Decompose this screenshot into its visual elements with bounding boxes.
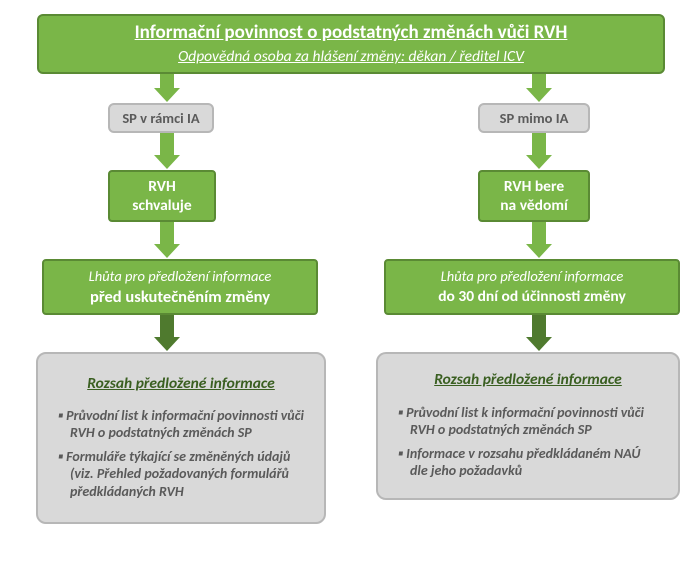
sp-left-box: SP v rámci IA bbox=[108, 103, 214, 133]
lhuta-right-l2: do 30 dní od účinnosti změny bbox=[438, 287, 626, 306]
arrow-top-right bbox=[526, 74, 552, 102]
rozsah-left-item: ▪ Průvodní list k informační povinnosti … bbox=[56, 407, 306, 442]
rozsah-right-item: ▪ Průvodní list k informační povinnosti … bbox=[396, 404, 660, 439]
rozsah-left-heading: Rozsah předložené informace bbox=[87, 374, 275, 393]
arrow-top-left bbox=[154, 74, 180, 102]
lhuta-left-l2: před uskutečněním změny bbox=[90, 287, 270, 308]
arrow-mid-right bbox=[526, 133, 552, 169]
rvh-right-box: RVH bere na vědomí bbox=[478, 170, 590, 222]
rozsah-right-box: Rozsah předložené informace ▪ Průvodní l… bbox=[376, 352, 680, 500]
header-box: Informační povinnost o podstatných změná… bbox=[37, 14, 665, 74]
lhuta-left-box: Lhůta pro předložení informace před usku… bbox=[42, 259, 318, 315]
arrow-mid-left bbox=[154, 133, 180, 169]
rozsah-right-item: ▪ Informace v rozsahu předkládaném NAÚ d… bbox=[396, 445, 660, 480]
sp-right-box: SP mimo IA bbox=[478, 103, 590, 133]
header-title: Informační povinnost o podstatných změná… bbox=[135, 21, 568, 45]
arrow-bot-left bbox=[154, 315, 180, 351]
lhuta-right-box: Lhůta pro předložení informace do 30 dní… bbox=[384, 259, 680, 315]
sp-right-label: SP mimo IA bbox=[500, 109, 569, 127]
lhuta-right-l1: Lhůta pro předložení informace bbox=[441, 267, 624, 285]
rozsah-right-heading: Rozsah předložené informace bbox=[434, 370, 622, 389]
arrow-bot-right bbox=[526, 315, 552, 351]
header-subtitle: Odpovědná osoba za hlášení změny: děkan … bbox=[178, 47, 524, 66]
arrow-low-left bbox=[154, 222, 180, 258]
rvh-left-l2: schvaluje bbox=[132, 196, 191, 215]
sp-left-label: SP v rámci IA bbox=[122, 109, 199, 127]
rvh-right-l2: na vědomí bbox=[500, 196, 568, 215]
rozsah-left-box: Rozsah předložené informace ▪ Průvodní l… bbox=[36, 352, 326, 524]
rvh-right-l1: RVH bere bbox=[504, 177, 564, 196]
rvh-left-box: RVH schvaluje bbox=[108, 170, 216, 222]
rozsah-left-item: ▪ Formuláře týkající se změněných údajů … bbox=[56, 448, 306, 501]
lhuta-left-l1: Lhůta pro předložení informace bbox=[89, 267, 272, 285]
rvh-left-l1: RVH bbox=[148, 177, 175, 196]
arrow-low-right bbox=[526, 222, 552, 258]
